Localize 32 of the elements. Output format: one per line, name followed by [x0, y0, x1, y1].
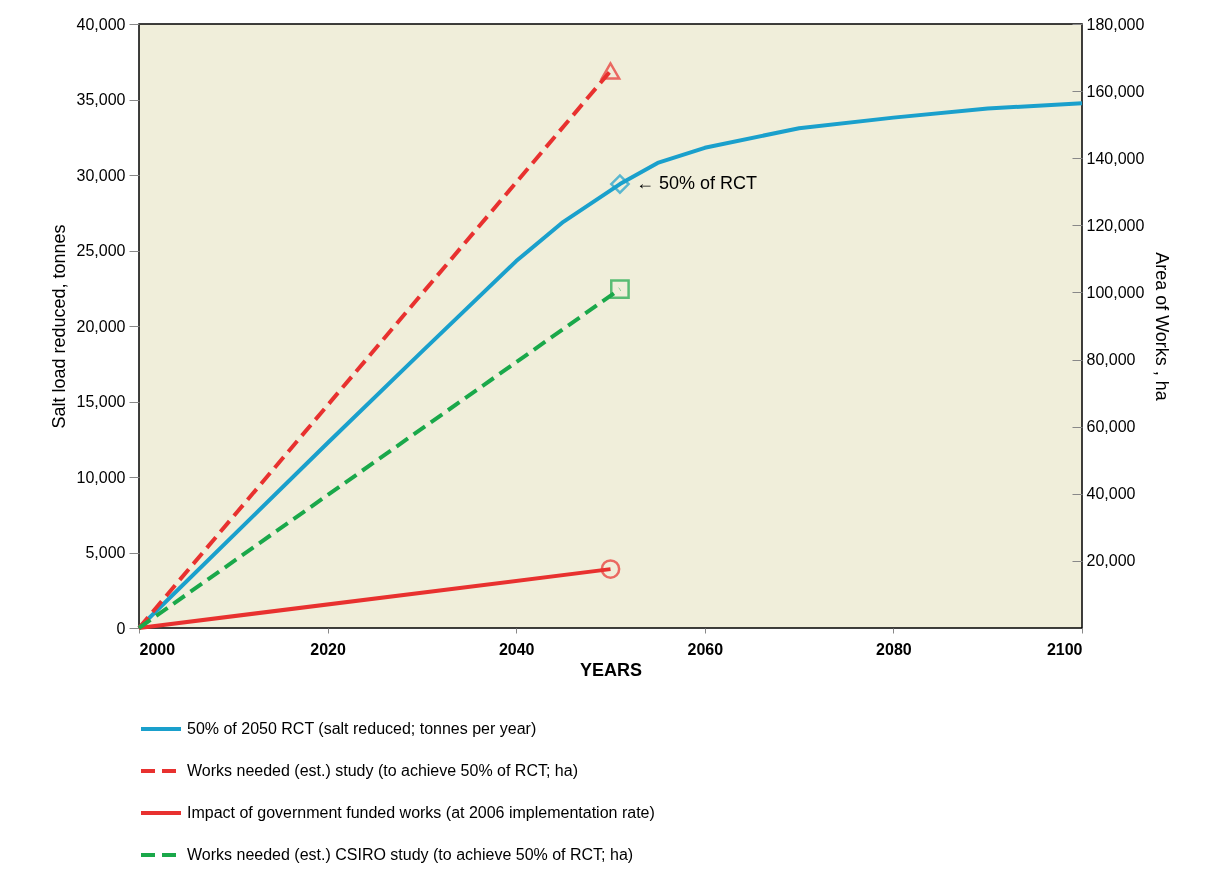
x-tick-label: 2080 — [876, 640, 912, 658]
y2-axis-title: Area of Works , ha — [1152, 252, 1173, 402]
y2-tick-label: 80,000 — [1086, 351, 1136, 369]
y-tick-label: 15,000 — [76, 393, 126, 410]
annotation: ← 50% of RCT — [635, 173, 757, 194]
y2-tick-label: 120,000 — [1086, 216, 1145, 234]
y-tick-label: 40,000 — [76, 15, 126, 33]
x-tick-label: 2020 — [310, 640, 346, 658]
y2-tick-label: 20,000 — [1086, 552, 1136, 570]
x-tick-label: 2000 — [139, 640, 176, 658]
legend-label: Works needed (est.) CSIRO study (to achieve 50% of RCT; ha) — [187, 846, 634, 863]
y-tick-label: 30,000 — [76, 166, 126, 184]
y-tick-label: 5,000 — [85, 544, 126, 561]
y2-tick-label: 100,000 — [1086, 283, 1145, 301]
y-tick-label: 0 — [116, 619, 126, 637]
legend-label: 50% of 2050 RCT (salt reduced; tonnes per year) — [187, 720, 537, 737]
y-tick-label: 35,000 — [76, 91, 126, 108]
y-tick-label: 10,000 — [76, 468, 126, 486]
y-axis-title: Salt load reduced, tonnes — [48, 224, 69, 429]
x-tick-label: 2040 — [498, 640, 535, 658]
y2-tick-label: 160,000 — [1086, 82, 1145, 100]
x-axis-title: YEARS — [579, 659, 643, 680]
legend-label: Impact of government funded works (at 2006 implementation rate) — [187, 804, 655, 821]
y2-tick-label: 140,000 — [1086, 149, 1145, 167]
y-tick-label: 20,000 — [76, 317, 126, 335]
x-tick-label: 2100 — [1046, 640, 1083, 658]
y-tick-label: 25,000 — [76, 242, 126, 259]
y2-tick-label: 40,000 — [1086, 485, 1136, 503]
legend-label: Works needed (est.) study (to achieve 50% of RCT; ha) — [187, 762, 578, 779]
x-tick-label: 2060 — [687, 640, 724, 658]
y2-tick-label: 180,000 — [1086, 15, 1145, 33]
y2-tick-label: 60,000 — [1086, 418, 1136, 436]
